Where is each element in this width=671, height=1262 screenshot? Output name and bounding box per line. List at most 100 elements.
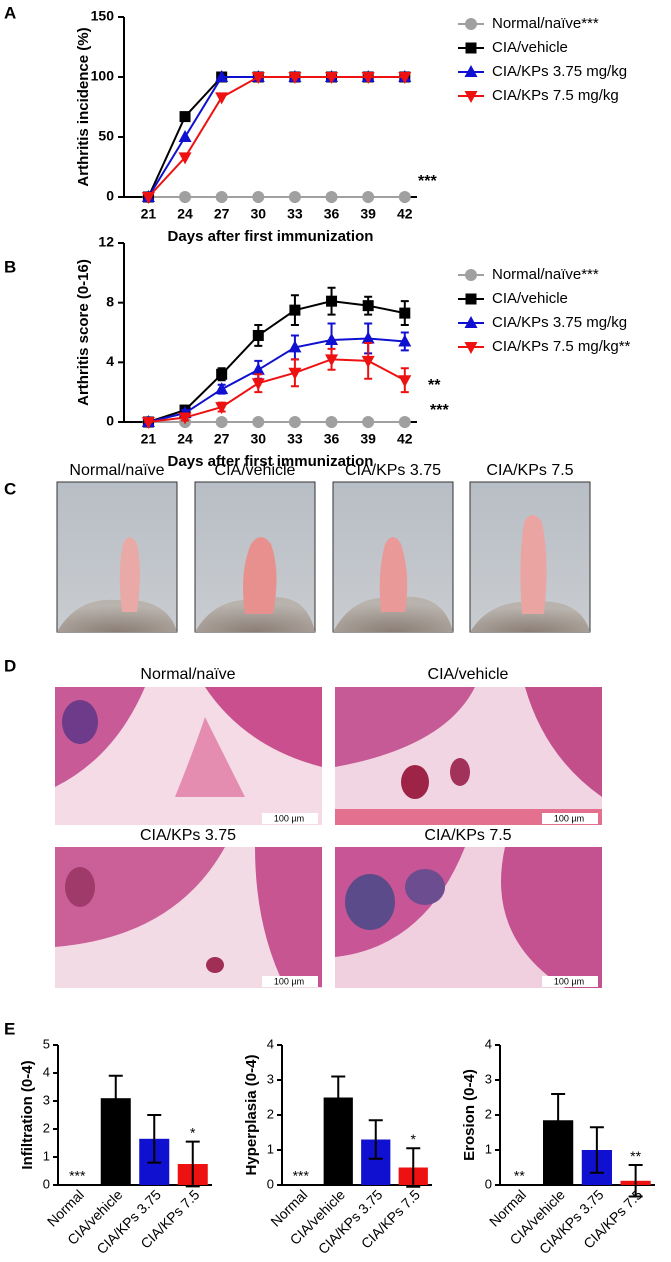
legend-marker	[465, 269, 477, 281]
y-tick-label: 4	[485, 1036, 492, 1051]
marker	[215, 70, 229, 82]
marker	[215, 191, 228, 203]
panel-letter: A	[4, 3, 16, 22]
marker	[289, 304, 301, 316]
scale-bar-label: 100 µm	[274, 813, 304, 823]
histology-images	[55, 687, 602, 988]
y-tick-label: 4	[106, 353, 114, 369]
y-tick-label: 100	[91, 68, 115, 84]
marker	[288, 367, 302, 380]
marker	[251, 362, 265, 375]
y-tick-label: 8	[106, 293, 114, 309]
annotation: ***	[430, 402, 449, 419]
y-tick-label: 12	[98, 234, 114, 250]
photo-label: CIA/KPs 7.5	[486, 462, 573, 479]
annotation: *	[411, 1131, 417, 1147]
y-tick-label: 5	[43, 1036, 50, 1051]
marker	[252, 191, 265, 203]
photo	[194, 481, 316, 633]
marker	[398, 416, 411, 428]
legend-label: CIA/KPs 3.75 mg/kg	[492, 63, 627, 80]
x-tick-label: 24	[177, 431, 193, 447]
paw-photos	[56, 481, 591, 633]
marker	[325, 72, 339, 84]
marker	[325, 191, 338, 203]
y-tick-label: 50	[98, 128, 114, 144]
legend-label: CIA/KPs 7.5 mg/kg	[492, 87, 619, 104]
y-tick-label: 2	[43, 1120, 50, 1135]
y-tick-label: 0	[267, 1176, 274, 1191]
legend-marker	[465, 293, 477, 305]
marker	[325, 354, 339, 367]
y-axis-label: Infiltration (0-4)	[19, 1060, 36, 1169]
marker	[141, 192, 155, 204]
x-axis-label: Days after first immunization	[168, 228, 374, 245]
legend-label: CIA/vehicle	[492, 39, 568, 56]
x-tick-label: 30	[251, 431, 267, 447]
series-line	[148, 337, 405, 423]
y-tick-label: 2	[267, 1106, 274, 1121]
legend-marker	[465, 18, 477, 30]
y-axis-label: Erosion (0-4)	[461, 1069, 478, 1161]
y-tick-label: 0	[43, 1176, 50, 1191]
panel-letter: E	[4, 1019, 15, 1038]
x-tick-label: 21	[141, 206, 157, 222]
marker	[398, 72, 412, 84]
panel-letter: D	[4, 656, 16, 675]
error-bar	[406, 1147, 421, 1188]
y-tick-label: 0	[106, 413, 114, 429]
panel-letter: C	[4, 479, 16, 498]
marker	[141, 417, 155, 429]
marker	[215, 402, 229, 415]
y-tick-label: 1	[267, 1141, 274, 1156]
marker	[178, 130, 192, 142]
histology-label: CIA/KPs 3.75	[140, 827, 236, 844]
annotation: **	[428, 377, 441, 394]
y-tick-label: 1	[43, 1148, 50, 1163]
y-axis-label: Arthritis incidence (%)	[75, 27, 92, 186]
error-bar	[331, 1075, 346, 1120]
legend-label: Normal/naïve***	[492, 266, 599, 283]
legend-label: Normal/naïve***	[492, 15, 599, 32]
series-line	[147, 76, 405, 198]
x-tick-label: 36	[324, 206, 340, 222]
x-tick-label: 39	[360, 431, 376, 447]
legend-label: CIA/vehicle	[492, 290, 568, 307]
legend-marker	[464, 91, 478, 103]
marker	[398, 334, 412, 347]
photo	[469, 481, 591, 633]
y-axis-label: Arthritis score (0-16)	[75, 259, 92, 406]
photo-label: Normal/naïve	[69, 462, 164, 479]
annotation: **	[514, 1168, 525, 1184]
y-tick-label: 3	[267, 1071, 274, 1086]
y-tick-label: 1	[485, 1141, 492, 1156]
x-tick-label: 42	[397, 431, 413, 447]
error-bar	[551, 1093, 566, 1148]
histology-label: CIA/KPs 7.5	[424, 827, 511, 844]
error-bar	[147, 1114, 162, 1164]
marker	[251, 378, 265, 391]
x-tick-label: 42	[397, 206, 413, 222]
marker	[179, 191, 192, 203]
histology-label: CIA/vehicle	[428, 666, 509, 683]
marker	[398, 375, 412, 388]
marker	[399, 307, 411, 319]
x-tick-label: 39	[360, 206, 376, 222]
annotation: **	[630, 1148, 641, 1164]
marker	[362, 416, 375, 428]
x-tick-label: 33	[287, 206, 303, 222]
marker	[325, 416, 338, 428]
x-tick-label: 24	[177, 206, 193, 222]
x-tick-label: 30	[251, 206, 267, 222]
series-line	[148, 300, 405, 423]
y-tick-label: 3	[43, 1092, 50, 1107]
y-axis-label: Hyperplasia (0-4)	[243, 1055, 260, 1176]
legend-label: CIA/KPs 3.75 mg/kg	[492, 314, 627, 331]
legend-marker	[464, 65, 478, 77]
x-tick-label: 33	[287, 431, 303, 447]
y-tick-label: 0	[485, 1176, 492, 1191]
y-tick-label: 4	[267, 1036, 274, 1051]
marker	[398, 191, 411, 203]
marker	[361, 331, 375, 344]
photo	[332, 481, 454, 633]
